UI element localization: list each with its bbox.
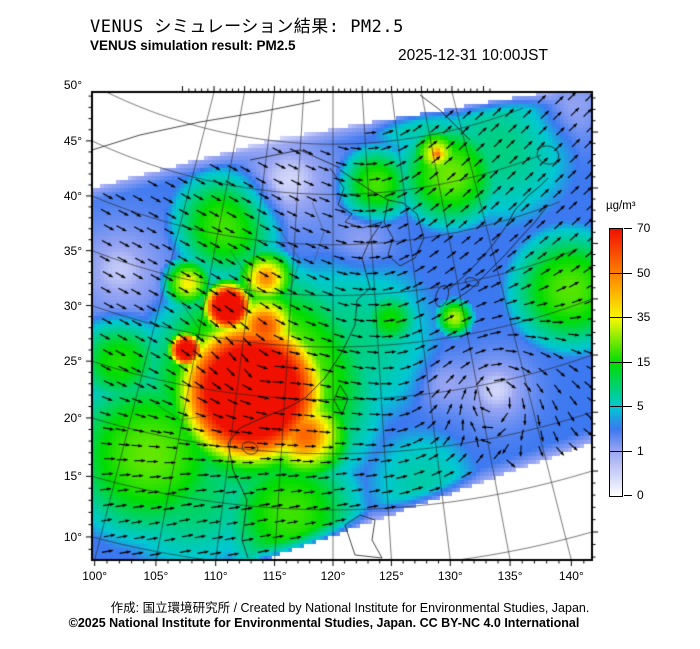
colorbar-gradient	[609, 228, 623, 497]
lon-tick-label: 105°	[143, 569, 169, 583]
page-title-japanese: VENUS シミュレーション結果: PM2.5	[90, 17, 404, 37]
colorbar-tick	[624, 495, 632, 496]
lon-tick-label: 100°	[82, 569, 108, 583]
lat-tick-label: 50°	[63, 77, 82, 92]
colorbar-tick	[624, 406, 632, 407]
lat-tick-label: 15°	[63, 469, 82, 484]
lat-tick-label: 25°	[63, 354, 82, 369]
colorbar-tick-label: 5	[637, 399, 644, 413]
lon-tick-label: 125°	[378, 569, 404, 583]
colorbar-tick-label: 0	[637, 488, 644, 502]
colorbar-tick	[624, 317, 632, 318]
lat-tick-label: 40°	[63, 188, 82, 203]
lon-tick-label: 140°	[558, 569, 584, 583]
timestamp: 2025-12-31 10:00JST	[398, 47, 548, 64]
credit-line: 作成: 国立環境研究所 / Created by National Instit…	[110, 601, 590, 615]
lat-tick-label: 10°	[63, 529, 82, 544]
colorbar-unit-label: µg/m³	[606, 200, 636, 212]
colorbar-level-line	[609, 361, 624, 363]
pm25-map-canvas	[62, 82, 622, 592]
colorbar-tick-label: 50	[637, 265, 651, 280]
colorbar-level-line	[609, 450, 624, 452]
lat-tick-label: 35°	[63, 243, 82, 258]
colorbar-level-line	[609, 272, 624, 274]
lat-tick-label: 30°	[63, 298, 82, 313]
lon-tick-label: 120°	[320, 569, 346, 583]
lon-tick-label: 130°	[437, 569, 463, 583]
colorbar: µg/m³ 70 50 35 15 5 1 0	[600, 196, 700, 516]
lon-tick-label: 110°	[203, 569, 228, 583]
lon-tick-label: 115°	[262, 569, 287, 583]
colorbar-tick	[624, 228, 632, 229]
colorbar-tick-label: 15	[637, 354, 651, 369]
lat-tick-label: 20°	[63, 410, 82, 425]
colorbar-level-line	[609, 317, 624, 318]
lon-tick-label: 135°	[497, 569, 523, 583]
page-title-english: VENUS simulation result: PM2.5	[90, 38, 296, 53]
lat-tick-label: 45°	[63, 133, 82, 148]
colorbar-tick	[624, 361, 632, 363]
colorbar-tick	[624, 272, 632, 274]
colorbar-tick	[624, 450, 632, 452]
colorbar-tick-label: 70	[637, 221, 651, 235]
map-area: 100° 105° 110° 115° 120° 125° 130° 135° 140° 50° 4…	[62, 78, 622, 592]
colorbar-level-line	[609, 406, 624, 407]
license-line: ©2025 National Institute for Environment…	[68, 616, 580, 630]
colorbar-tick-label: 35	[637, 310, 651, 324]
colorbar-tick-label: 1	[637, 443, 644, 458]
